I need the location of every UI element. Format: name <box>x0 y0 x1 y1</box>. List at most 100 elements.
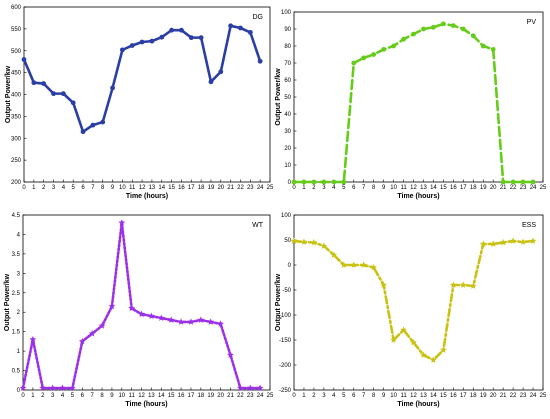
chart-dg-data-point <box>179 27 184 33</box>
chart-pv-x-tick-label: 0 <box>292 185 296 191</box>
chart-wt-x-tick-label: 23 <box>247 393 254 399</box>
chart-dg-data-point <box>80 129 86 135</box>
chart-wt-data-point <box>148 312 155 320</box>
chart-ess-data-point <box>449 281 457 288</box>
chart-wt-y-tick-label: 1 <box>17 349 21 355</box>
chart-pv-x-tick-label: 1 <box>302 185 306 191</box>
chart-wt-data-point <box>49 384 57 391</box>
chart-dg-data-point <box>41 81 47 86</box>
chart-pv-y-tick-label: 0 <box>288 180 292 186</box>
chart-ess-data-point <box>410 338 417 346</box>
chart-dg-data-point <box>100 119 106 125</box>
chart-dg-data-point <box>257 58 263 64</box>
chart-pv-x-tick-label: 10 <box>390 185 397 191</box>
chart-ess-x-tick-label: 8 <box>372 393 376 399</box>
chart-pv-x-tick-label: 25 <box>540 185 547 191</box>
chart-dg-x-tick-label: 1 <box>32 185 36 191</box>
chart-ess-data-point <box>370 263 378 271</box>
chart-dg-data-point <box>247 29 253 35</box>
chart-dg-x-tick-label: 6 <box>81 185 85 191</box>
chart-pv-data-point <box>520 179 526 185</box>
chart-wt-data-point <box>197 316 205 323</box>
chart-wt-x-tick-label: 21 <box>227 393 234 399</box>
chart-ess-x-tick-label: 12 <box>410 393 417 399</box>
chart-pv-y-tick-label: 50 <box>284 95 291 101</box>
chart-pv: 0 1 2 3 4 5 6 7 8 9 10 11 12 13 14 15 16 17 18 19 20 21 22 23 24… <box>275 10 547 200</box>
chart-pv-x-tick-label: 23 <box>520 185 527 191</box>
chart-wt-x-tick-label: 11 <box>129 393 136 399</box>
chart-pv-x-tick-label: 5 <box>342 185 346 191</box>
chart-pv-xlabel: Time (hours) <box>397 193 439 200</box>
chart-ess-data-point <box>509 237 517 244</box>
chart-ess-legend: ESS <box>522 222 536 229</box>
chart-wt-data-point <box>177 318 185 325</box>
chart-dg-x-tick-label: 21 <box>227 185 234 191</box>
chart-wt-x-tick-label: 14 <box>158 393 165 399</box>
chart-ess-x-tick-label: 0 <box>292 393 296 399</box>
chart-ess-x-tick-label: 24 <box>530 393 537 399</box>
chart-dg-x-tick-label: 20 <box>217 185 224 191</box>
chart-dg-data-point <box>51 91 56 97</box>
chart-wt-x-tick-label: 9 <box>110 393 114 399</box>
chart-wt-ylabel: Output Power/kw <box>4 273 11 331</box>
chart-pv-x-tick-label: 14 <box>430 185 437 191</box>
chart-ess-x-tick-label: 13 <box>420 393 427 399</box>
chart-pv-y-tick-label: 80 <box>284 44 291 50</box>
chart-pv-data-point <box>431 24 436 30</box>
chart-ess-x-tick-label: 15 <box>440 393 447 399</box>
chart-pv-data-point <box>361 55 367 61</box>
chart-dg-x-tick-label: 17 <box>188 185 195 191</box>
chart-wt-data-point <box>78 337 86 345</box>
chart-pv-x-tick-label: 9 <box>382 185 386 191</box>
chart-dg-x-tick-label: 15 <box>168 185 175 191</box>
chart-dg-data-point <box>218 69 224 75</box>
chart-wt-x-tick-label: 13 <box>148 393 155 399</box>
chart-ess-data-point <box>469 282 477 289</box>
chart-pv-data-point <box>311 179 317 185</box>
chart-wt-x-tick-label: 8 <box>100 393 104 399</box>
chart-pv-x-tick-label: 22 <box>510 185 517 191</box>
chart-pv-data-point <box>371 52 377 57</box>
chart-dg-x-tick-label: 24 <box>257 185 264 191</box>
chart-wt-data-point <box>19 384 27 391</box>
chart-dg-x-tick-label: 19 <box>208 185 215 191</box>
chart-wt-axes-frame <box>22 214 271 391</box>
chart-dg-data-point <box>228 23 234 29</box>
chart-dg-legend: DG <box>253 14 264 21</box>
chart-ess-x-tick-label: 22 <box>510 393 517 399</box>
chart-dg-x-tick-label: 25 <box>267 185 274 191</box>
chart-pv-x-tick-label: 11 <box>400 185 407 191</box>
chart-wt-y-tick-label: 4.5 <box>12 213 21 219</box>
chart-pv-data-point <box>510 179 516 185</box>
chart-dg-y-tick-label: 550 <box>11 27 22 33</box>
chart-ess-x-tick-label: 1 <box>302 393 306 399</box>
chart-wt-x-tick-label: 7 <box>90 393 94 399</box>
chart-ess-data-point <box>420 351 427 358</box>
chart-ess-data-point <box>330 251 338 258</box>
chart-wt-data-point <box>98 322 106 329</box>
chart-pv-data-point <box>321 179 327 185</box>
chart-pv-data-point <box>450 23 456 28</box>
chart-dg-data-point <box>208 79 214 85</box>
chart-pv-x-tick-label: 3 <box>322 185 326 191</box>
chart-ess-x-tick-label: 11 <box>400 393 407 399</box>
chart-pv-x-tick-label: 24 <box>530 185 537 191</box>
chart-pv-data-point <box>470 33 476 39</box>
chart-ess-y-tick-label: 0 <box>288 263 292 269</box>
chart-pv-x-tick-label: 18 <box>470 185 477 191</box>
chart-ess: 0 1 2 3 4 5 6 7 8 9 10 11 12 13 14 15 16 17 18 19 20 21 22 23 24… <box>275 213 547 408</box>
chart-pv-x-tick-label: 15 <box>440 185 447 191</box>
chart-ess-x-tick-label: 5 <box>342 393 346 399</box>
chart-ess-x-tick-label: 17 <box>460 393 467 399</box>
chart-pv-x-tick-label: 2 <box>312 185 316 191</box>
chart-pv-data-point <box>331 179 337 185</box>
chart-wt-data-point <box>29 335 37 343</box>
chart-wt-y-tick-label: 2 <box>17 310 21 316</box>
chart-wt-data-point <box>108 302 116 310</box>
chart-pv-x-tick-label: 7 <box>362 185 366 191</box>
chart-wt-legend: WT <box>252 222 264 229</box>
chart-dg-x-tick-label: 18 <box>198 185 205 191</box>
chart-ess-x-tick-label: 19 <box>480 393 487 399</box>
chart-wt-x-tick-label: 6 <box>81 393 85 399</box>
chart-pv-data-point <box>530 179 536 185</box>
